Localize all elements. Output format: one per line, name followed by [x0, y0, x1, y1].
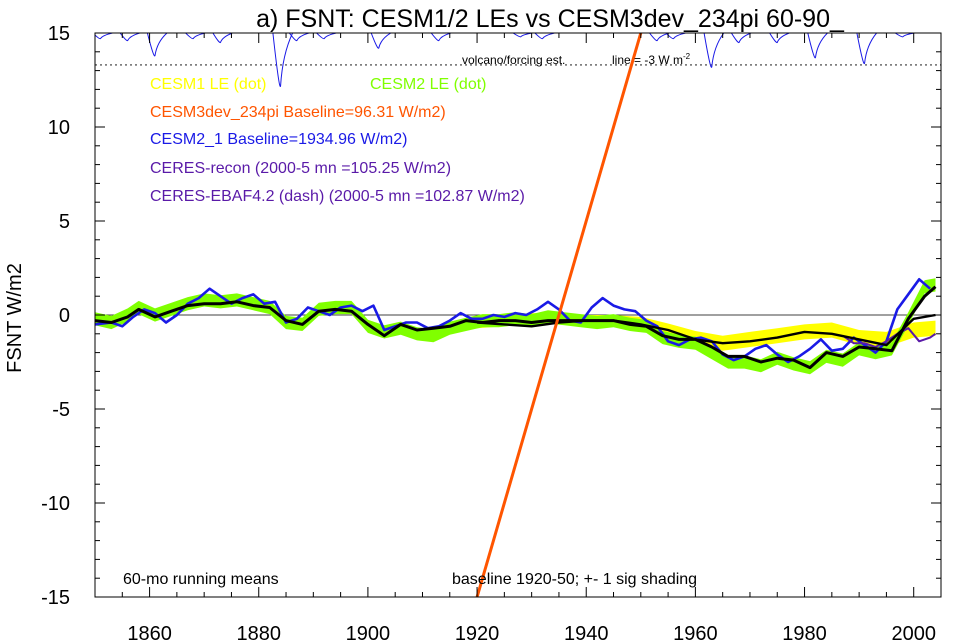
y-tick-label: 15 — [48, 23, 70, 45]
legend-ceres-ebaf: CERES-EBAF4.2 (dash) (2000-5 mn =102.87 … — [150, 188, 525, 205]
cesm2-ensemble-mean-line — [95, 285, 937, 370]
x-tick-label: 1940 — [564, 623, 609, 641]
volcano-annotation: volcano/forcing est. — [462, 53, 565, 67]
chart-title: a) FSNT: CESM1/2 LEs vs CESM3dev_234pi 6… — [256, 5, 845, 33]
y-tick-label: -10 — [41, 493, 70, 515]
y-tick-label: 0 — [59, 305, 70, 327]
x-tick-label: 1920 — [455, 623, 500, 641]
cesm3dev-line — [475, 33, 643, 597]
y-tick-label: -15 — [41, 587, 70, 609]
y-tick-label: 5 — [59, 211, 70, 233]
line-reference-annotation: line = -3 W m-2 — [612, 52, 691, 67]
legend-cesm2-1: CESM2_1 Baseline=1934.96 W/m2) — [150, 131, 407, 148]
x-tick-label: 1960 — [673, 623, 718, 641]
ceres-recon-line — [842, 327, 937, 348]
legend-ceres-recon: CERES-recon (2000-5 mn =105.25 W/m2) — [150, 160, 451, 177]
legend-cesm1-le: CESM1 LE (dot) — [150, 76, 266, 93]
y-tick-label: -5 — [52, 399, 70, 421]
axes: 1860 1880 1900 1920 1940 1960 1980 2000 -15 -10 -5… — [41, 23, 942, 641]
baseline-note: baseline 1920-50; +- 1 sig shading — [452, 571, 697, 588]
running-mean-note: 60-mo running means — [123, 571, 279, 588]
x-tick-label: 2000 — [891, 623, 936, 641]
x-tick-label: 1980 — [782, 623, 827, 641]
x-tick-label: 1880 — [236, 623, 281, 641]
legend-cesm3dev: CESM3dev_234pi Baseline=96.31 W/m2) — [150, 104, 446, 121]
x-tick-label: 1860 — [127, 623, 172, 641]
volcano-forcing-line — [95, 33, 941, 88]
line-reference-superscript: -2 — [683, 52, 691, 61]
legend-cesm2-le: CESM2 LE (dot) — [370, 76, 486, 93]
cesm1-ensemble-mean-line — [477, 313, 936, 347]
x-tick-label: 1900 — [346, 623, 391, 641]
line-reference-text: line = -3 W m — [612, 53, 683, 67]
y-axis-label: FSNT W/m2 — [4, 263, 26, 373]
plot-area — [95, 33, 941, 597]
y-tick-label: 10 — [48, 117, 70, 139]
